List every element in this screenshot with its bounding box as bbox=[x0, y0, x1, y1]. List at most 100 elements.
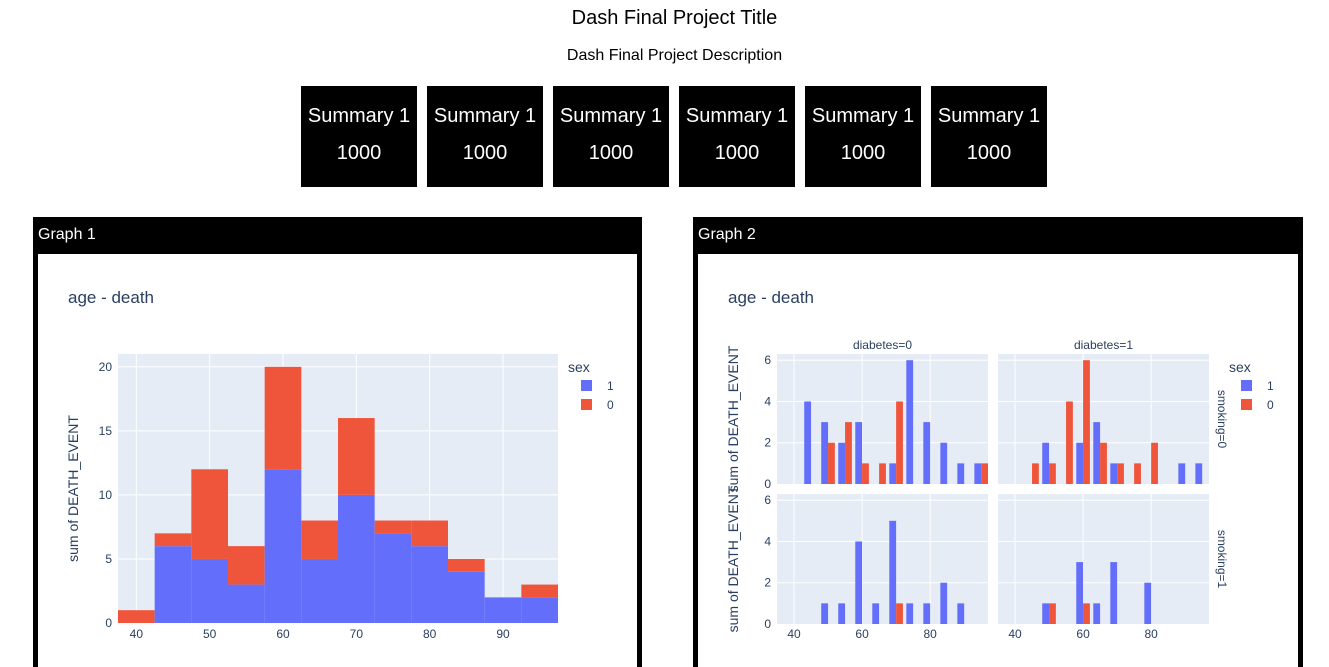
bar-sex-0 bbox=[411, 520, 448, 547]
bar-sex-1 bbox=[374, 533, 412, 623]
bar-sex-0 bbox=[896, 603, 903, 624]
bar-sex-0 bbox=[521, 584, 558, 598]
bar-sex-1 bbox=[264, 469, 302, 623]
x-tick-label: 60 bbox=[276, 627, 290, 641]
summary-card: Summary 1 1000 bbox=[427, 86, 543, 187]
summary-value: 1000 bbox=[462, 142, 508, 164]
legend-swatch-0 bbox=[581, 399, 592, 410]
legend-swatch-1 bbox=[1241, 380, 1252, 391]
y-axis-title: sum of DEATH_EVENT bbox=[65, 415, 81, 562]
bar-sex-1 bbox=[1110, 562, 1118, 624]
legend-label-0: 0 bbox=[1267, 398, 1274, 412]
bar-sex-1 bbox=[872, 603, 880, 624]
chart-title: age - death bbox=[728, 288, 814, 307]
legend-label-1: 1 bbox=[1267, 379, 1274, 393]
bar-sex-1 bbox=[1178, 463, 1186, 484]
x-tick-label: 80 bbox=[1144, 627, 1158, 641]
bar-sex-0 bbox=[1117, 463, 1124, 484]
x-tick-label: 80 bbox=[423, 627, 437, 641]
summary-label: Summary 1 bbox=[937, 105, 1041, 127]
y-tick-label: 2 bbox=[764, 436, 771, 450]
bar-sex-1 bbox=[821, 422, 829, 484]
legend-swatch-0 bbox=[1241, 399, 1252, 410]
bar-sex-0 bbox=[862, 463, 869, 484]
graph1-panel: Graph 1 age - death 0 5 10 15 20 40 50 60 70 80 90 s… bbox=[33, 217, 642, 667]
y-tick-label: 5 bbox=[105, 552, 112, 566]
summary-card: Summary 1 1000 bbox=[805, 86, 921, 187]
bar-sex-1 bbox=[821, 603, 829, 624]
summary-label: Summary 1 bbox=[433, 105, 537, 127]
bar-sex-1 bbox=[838, 442, 846, 484]
bar-sex-0 bbox=[896, 401, 903, 484]
bar-sex-0 bbox=[828, 442, 835, 484]
bar-sex-1 bbox=[338, 494, 375, 623]
bar-sex-1 bbox=[448, 571, 485, 623]
bar-sex-0 bbox=[1049, 463, 1056, 484]
bar-sex-0 bbox=[264, 366, 302, 470]
y-tick-label: 6 bbox=[764, 353, 771, 367]
legend-swatch-1 bbox=[581, 380, 592, 391]
bar-sex-1 bbox=[923, 603, 931, 624]
bar-sex-0 bbox=[154, 533, 192, 547]
summary-value: 1000 bbox=[336, 142, 382, 164]
bar-sex-0 bbox=[1134, 463, 1141, 484]
y-tick-label: 10 bbox=[99, 488, 113, 502]
x-tick-label: 40 bbox=[130, 627, 144, 641]
x-tick-label: 50 bbox=[203, 627, 217, 641]
y-tick-label: 0 bbox=[764, 617, 771, 631]
x-tick-label: 80 bbox=[923, 627, 937, 641]
bar-sex-1 bbox=[906, 603, 914, 624]
bar-sex-1 bbox=[923, 422, 931, 484]
graph2-panel: Graph 2 age - death 0 2 4 6 0 2 4 6 40 60 80 40 60 80 d… bbox=[693, 217, 1303, 667]
bar-sex-1 bbox=[1076, 442, 1084, 484]
facet-background bbox=[777, 354, 988, 484]
facet-row-label: smoking=1 bbox=[1215, 530, 1229, 589]
summary-value: 1000 bbox=[588, 142, 634, 164]
bar-sex-1 bbox=[855, 422, 863, 484]
bar-sex-1 bbox=[1093, 603, 1101, 624]
y-tick-label: 2 bbox=[764, 576, 771, 590]
bar-sex-0 bbox=[228, 546, 265, 585]
bar-sex-0 bbox=[845, 422, 852, 484]
x-tick-label: 40 bbox=[1008, 627, 1022, 641]
summary-card: Summary 1 1000 bbox=[679, 86, 795, 187]
bar-sex-0 bbox=[981, 463, 988, 484]
y-tick-label: 20 bbox=[99, 360, 113, 374]
bar-sex-0 bbox=[1066, 401, 1073, 484]
bar-sex-0 bbox=[338, 418, 375, 495]
bar-sex-1 bbox=[889, 520, 897, 624]
graph1-header: Graph 1 bbox=[38, 226, 96, 243]
x-tick-label: 90 bbox=[496, 627, 510, 641]
summary-value: 1000 bbox=[840, 142, 886, 164]
summary-value: 1000 bbox=[966, 142, 1012, 164]
bar-sex-1 bbox=[191, 558, 228, 623]
bar-sex-1 bbox=[411, 546, 448, 623]
legend-label-0: 0 bbox=[607, 398, 614, 412]
facet-column-label: diabetes=1 bbox=[1074, 338, 1133, 352]
bar-sex-1 bbox=[957, 463, 965, 484]
bar-sex-1 bbox=[301, 558, 338, 623]
bar-sex-1 bbox=[1110, 463, 1118, 484]
summary-card: Summary 1 1000 bbox=[301, 86, 417, 187]
x-tick-label: 70 bbox=[350, 627, 364, 641]
facet-background bbox=[777, 494, 988, 624]
bar-sex-1 bbox=[154, 546, 192, 623]
bar-sex-0 bbox=[1049, 603, 1056, 624]
summary-card: Summary 1 1000 bbox=[553, 86, 669, 187]
facet-row-label: smoking=0 bbox=[1215, 390, 1229, 449]
facet-background bbox=[998, 494, 1209, 624]
bar-sex-1 bbox=[906, 360, 914, 484]
x-tick-label: 60 bbox=[855, 627, 869, 641]
summary-cards: Summary 1 1000 Summary 1 1000 Summary 1 … bbox=[301, 86, 1047, 187]
bar-sex-1 bbox=[974, 463, 982, 484]
bar-sex-0 bbox=[1100, 442, 1107, 484]
y-axis-title: sum of DEATH_EVENT bbox=[725, 485, 741, 632]
bar-sex-1 bbox=[1042, 603, 1050, 624]
x-tick-label: 40 bbox=[787, 627, 801, 641]
bar-sex-0 bbox=[879, 463, 886, 484]
y-axis-title: sum of DEATH_EVENT bbox=[725, 345, 741, 492]
graph1-body: age - death 0 5 10 15 20 40 50 60 70 80 90 sum of DE… bbox=[38, 254, 637, 667]
bar-sex-1 bbox=[521, 597, 558, 623]
